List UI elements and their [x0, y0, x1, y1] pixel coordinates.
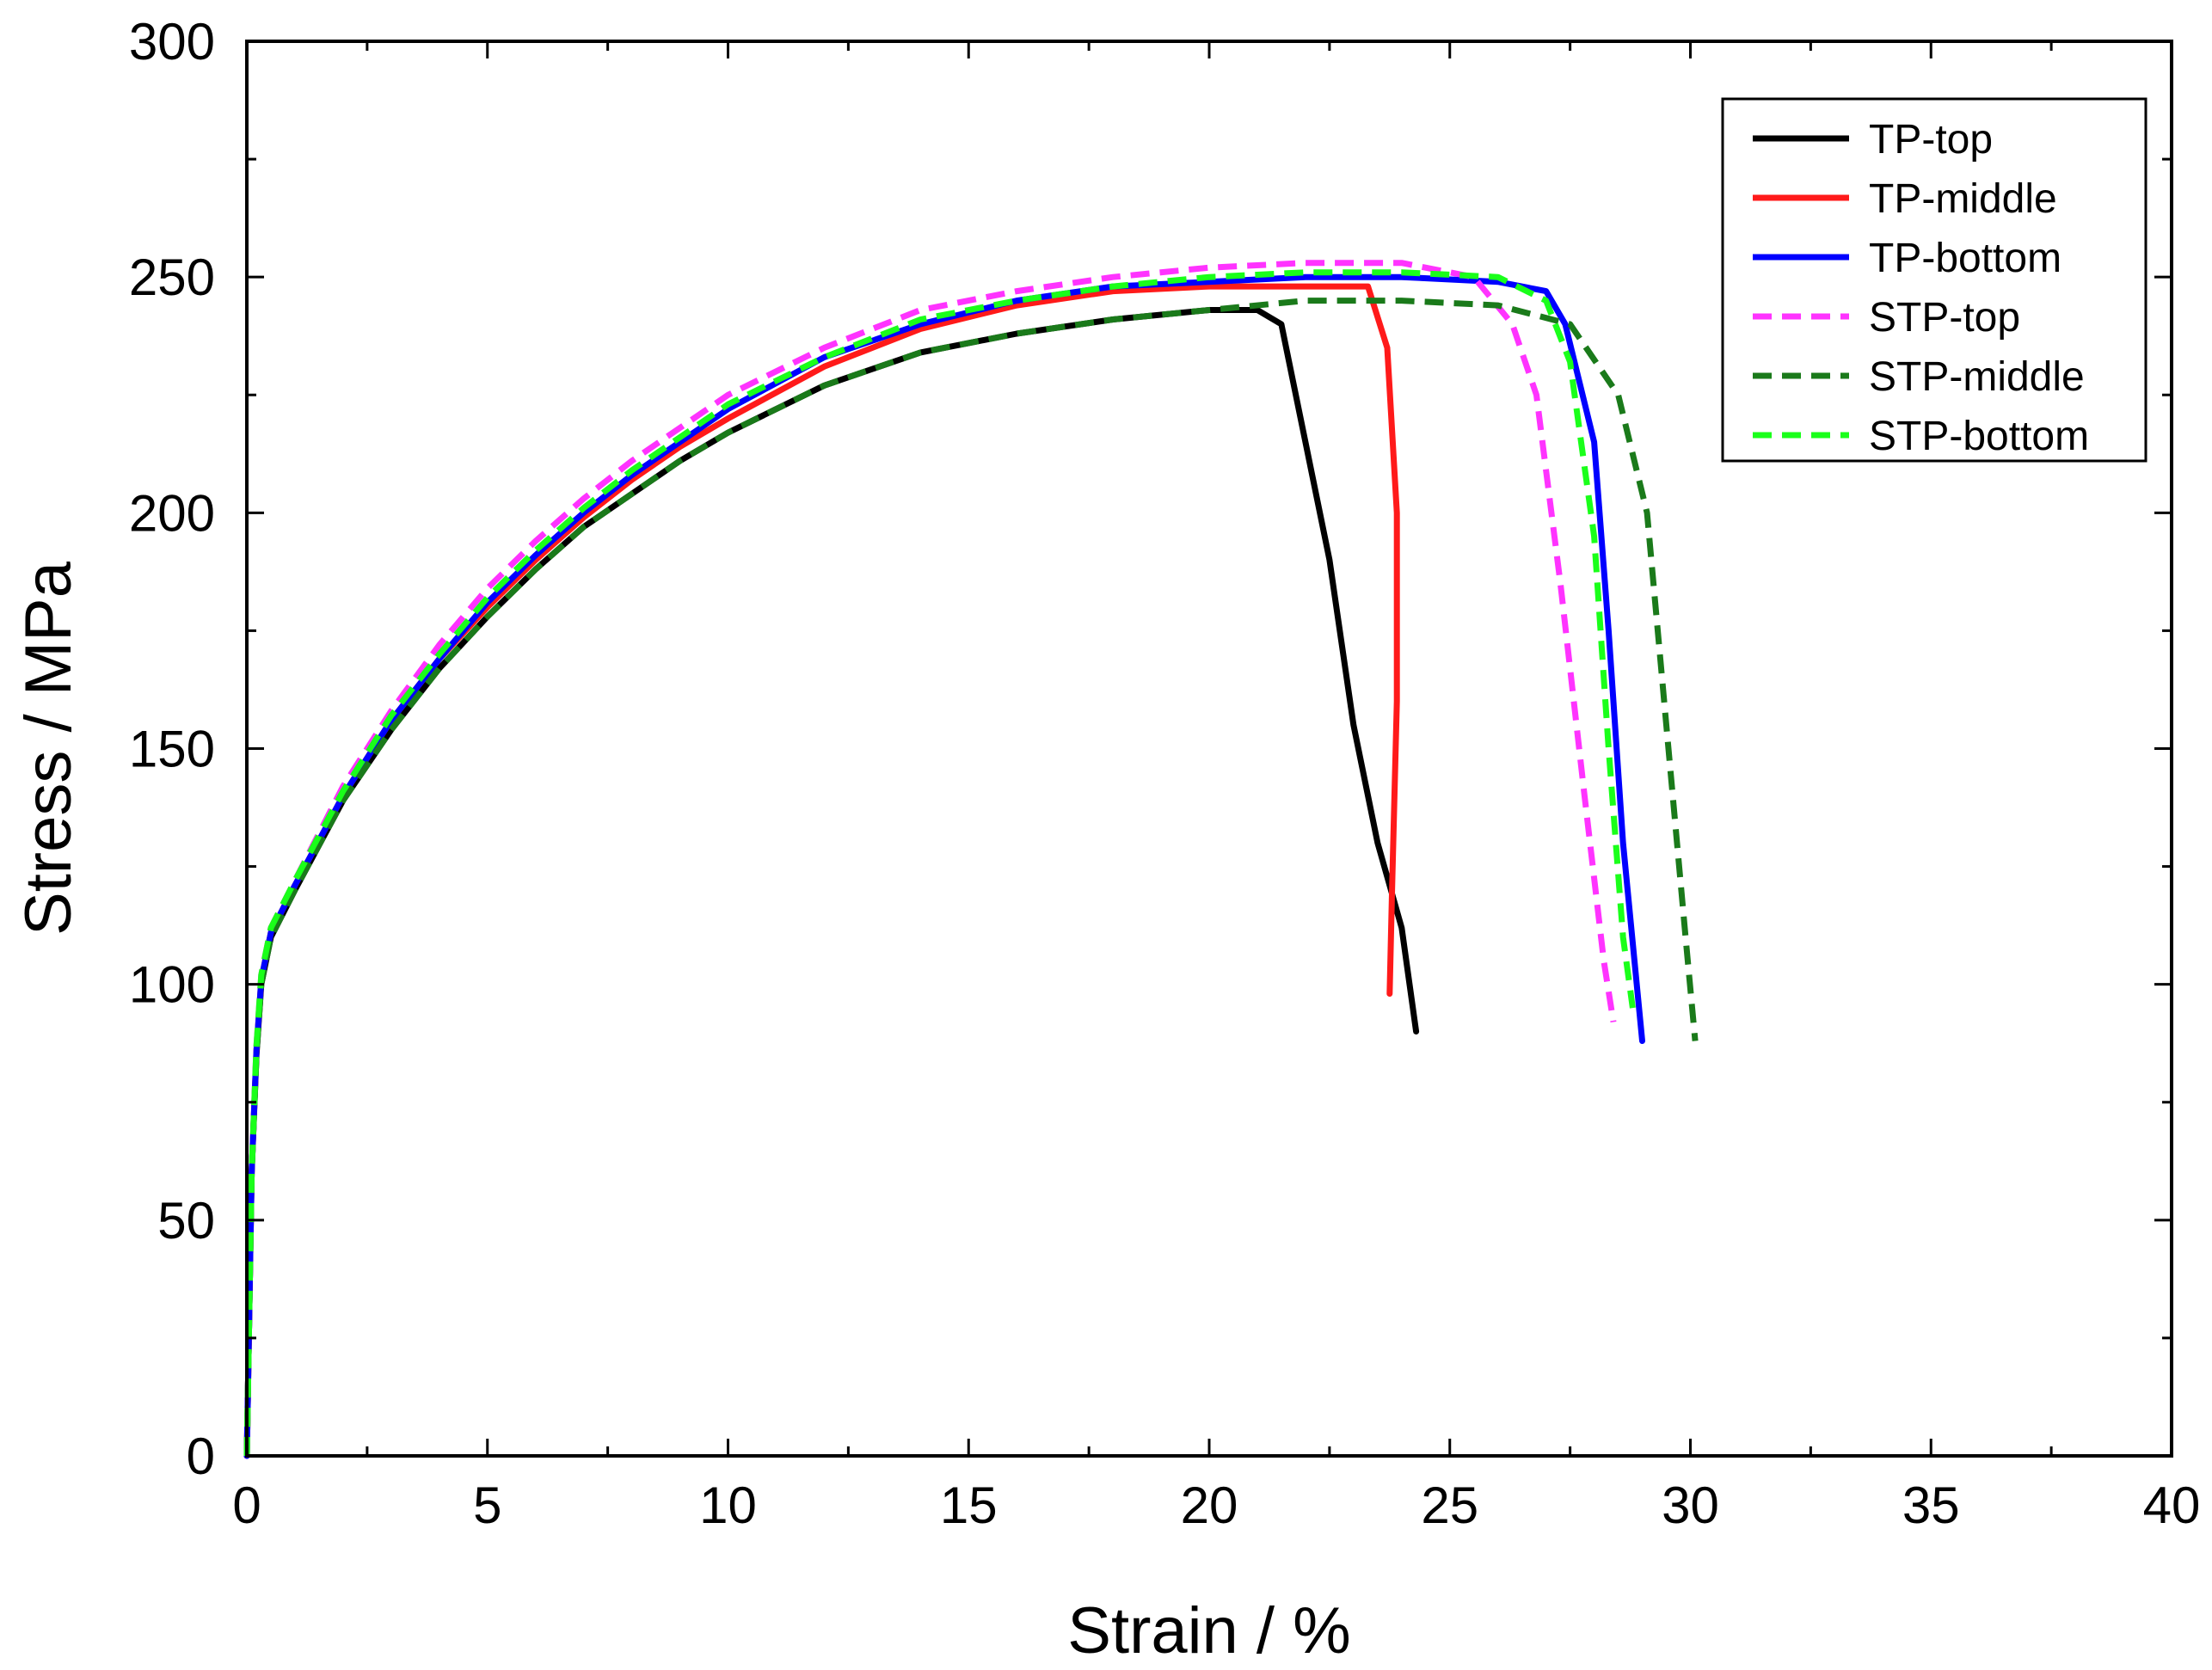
- y-tick-label: 50: [157, 1192, 215, 1249]
- series-layer: [243, 260, 1699, 1459]
- x-tick-label: 25: [1421, 1477, 1478, 1534]
- legend-label-tp-bottom: TP-bottom: [1869, 236, 2061, 281]
- y-tick-label: 100: [129, 956, 215, 1014]
- y-tick-label: 300: [129, 13, 215, 71]
- legend-label-stp-bottom: STP-bottom: [1869, 414, 2089, 459]
- x-tick-label: 40: [2143, 1477, 2201, 1534]
- x-tick-label: 35: [1902, 1477, 1960, 1534]
- x-tick-label: 30: [1662, 1477, 1719, 1534]
- legend-label-stp-middle: STP-middle: [1869, 354, 2085, 400]
- series-line-stp-bottom: [243, 269, 1636, 1457]
- ticks-layer: 0 5 10 15 20 25 30 35 40 0 50 100 150 200 250 300: [129, 13, 2200, 1534]
- y-tick-label: 0: [187, 1427, 215, 1485]
- legend-label-tp-middle: TP-middle: [1869, 176, 2057, 222]
- plot-frame: [245, 40, 2173, 1458]
- x-tick-label: 5: [473, 1477, 501, 1534]
- y-tick-label: 150: [129, 721, 215, 778]
- legend: TP-top TP-middle TP-bottom STP-top STP-middl…: [1721, 97, 2147, 463]
- legend-box: [1721, 97, 2147, 463]
- y-axis-title: Stress / MPa: [12, 561, 85, 936]
- x-tick-label: 15: [940, 1477, 998, 1534]
- legend-label-tp-top: TP-top: [1869, 117, 1993, 163]
- x-tick-label: 20: [1181, 1477, 1238, 1534]
- x-axis-title: Strain / %: [1067, 1594, 1350, 1667]
- x-tick-label: 10: [699, 1477, 757, 1534]
- legend-label-stp-top: STP-top: [1869, 295, 2020, 341]
- y-tick-label: 250: [129, 249, 215, 306]
- series-line-stp-middle: [243, 298, 1699, 1457]
- x-tick-label: 0: [232, 1477, 261, 1534]
- y-tick-label: 200: [129, 484, 215, 542]
